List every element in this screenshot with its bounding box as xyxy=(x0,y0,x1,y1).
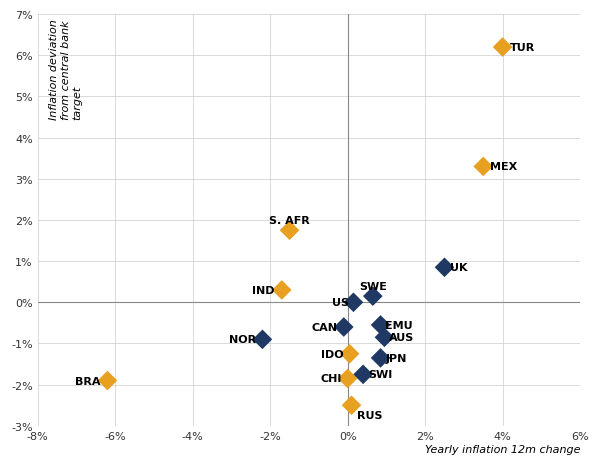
Text: TUR: TUR xyxy=(509,43,535,53)
Text: BRA: BRA xyxy=(75,375,100,386)
Text: S. AFR: S. AFR xyxy=(269,216,310,226)
Text: AUS: AUS xyxy=(389,332,415,343)
Text: JPN: JPN xyxy=(385,353,407,363)
Point xyxy=(358,371,368,378)
Point xyxy=(345,350,355,358)
Text: Inflation deviation
from central bank
target: Inflation deviation from central bank ta… xyxy=(49,19,83,120)
Point xyxy=(343,375,352,382)
Text: UK: UK xyxy=(450,263,468,273)
Point xyxy=(440,264,449,271)
Point xyxy=(380,334,389,341)
Text: IDO: IDO xyxy=(321,349,344,359)
Text: NOR: NOR xyxy=(229,335,257,344)
Text: SWE: SWE xyxy=(359,282,387,292)
Point xyxy=(339,324,349,331)
Point xyxy=(103,377,112,384)
Text: Yearly inflation 12m change: Yearly inflation 12m change xyxy=(425,444,580,454)
Point xyxy=(277,287,287,294)
Point xyxy=(368,293,377,300)
Text: EMU: EMU xyxy=(385,320,413,330)
Point xyxy=(478,163,488,171)
Text: MEX: MEX xyxy=(490,162,517,172)
Text: CHI: CHI xyxy=(320,374,342,384)
Text: SWI: SWI xyxy=(368,369,392,380)
Point xyxy=(349,299,358,307)
Text: US: US xyxy=(332,298,349,307)
Point xyxy=(376,354,385,362)
Point xyxy=(498,44,508,52)
Text: CAN: CAN xyxy=(312,322,338,332)
Text: RUS: RUS xyxy=(358,410,383,420)
Point xyxy=(376,321,385,329)
Point xyxy=(285,227,295,234)
Point xyxy=(347,401,356,409)
Text: IND: IND xyxy=(253,285,275,295)
Point xyxy=(257,336,267,344)
